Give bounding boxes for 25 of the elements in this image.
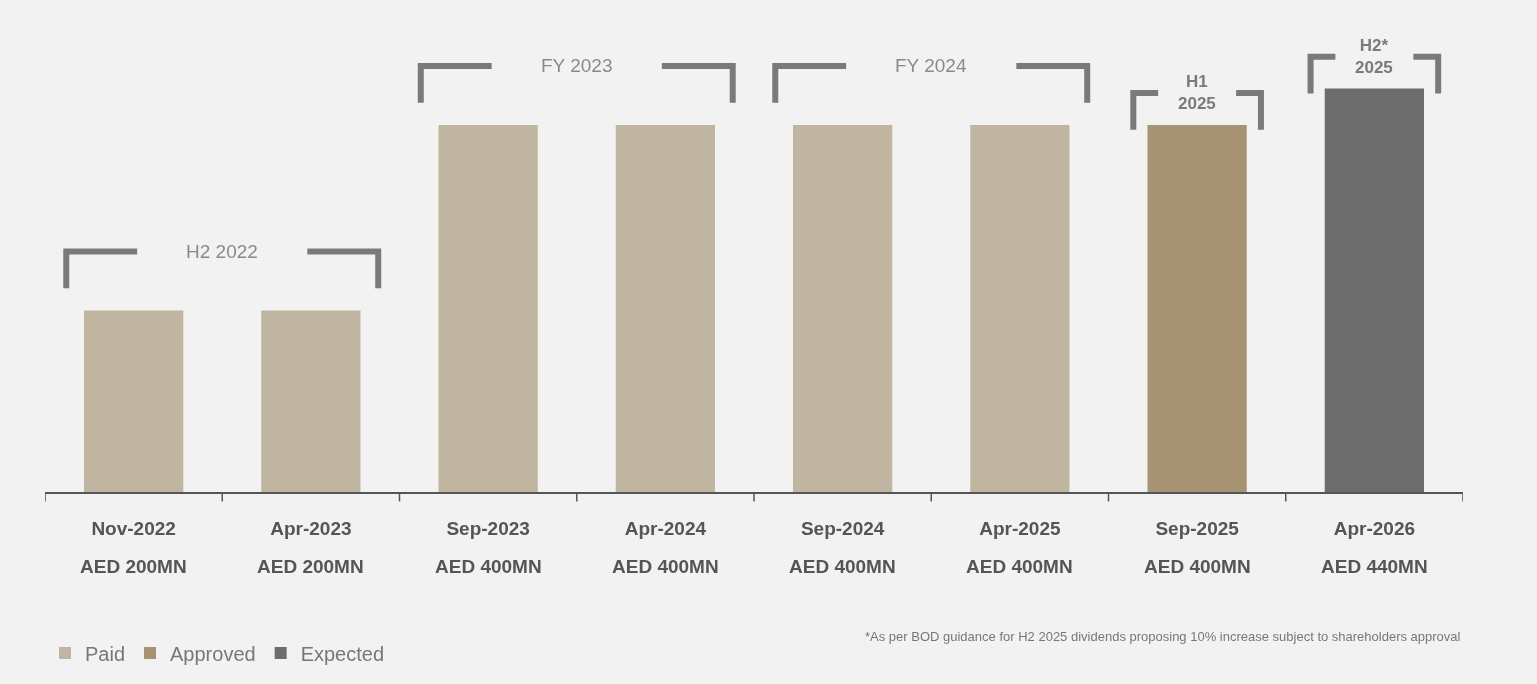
annotation: H2 2022 [186, 241, 258, 262]
legend-label: Expected [300, 642, 385, 665]
legend-label: Approved [170, 642, 256, 665]
x-tick-label: Apr-2025 [979, 517, 1061, 539]
x-tick-label: Nov-2022 [91, 517, 176, 539]
x-tick-label: Sep-2025 [1155, 517, 1240, 539]
text: AED 400MN [789, 556, 896, 577]
text: H2* 2025 [1355, 36, 1393, 78]
x-tick-label: Sep-2024 [800, 517, 885, 539]
text: AED 400MN [612, 556, 719, 577]
text: AED 400MN [435, 556, 542, 577]
text: FY 2024 [895, 55, 967, 76]
text: AED 440MN [1321, 556, 1428, 577]
text: AED 200MN [257, 556, 364, 577]
x-tick-label: Apr-2026 [1333, 517, 1416, 539]
x-tick-label: Apr-2023 [270, 517, 352, 539]
x-tick-label: Sep-2023 [446, 517, 530, 539]
legend-label: Paid [85, 642, 126, 665]
text: *As per BOD guidance for H2 2025 dividends proposing 10% increase subject to shareholders approval [865, 629, 1461, 644]
text: AED 400MN [966, 556, 1073, 577]
text: FY 2023 [541, 55, 613, 76]
annotation: H1 2025 [1178, 72, 1216, 114]
x-tick-label: Apr-2024 [624, 517, 707, 539]
text: AED 200MN [80, 556, 187, 577]
text: AED 400MN [1144, 556, 1251, 577]
